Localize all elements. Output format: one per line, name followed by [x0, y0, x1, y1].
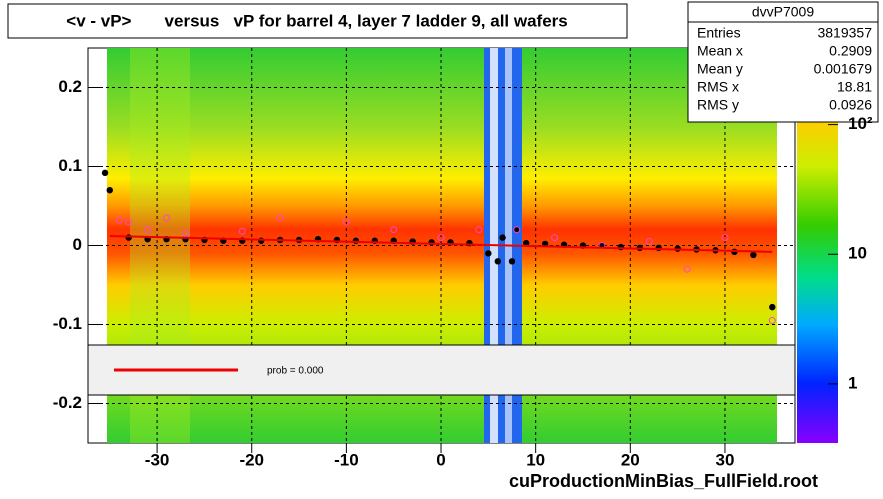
profile-point — [125, 234, 132, 241]
z-tick-label: 10 — [848, 244, 867, 263]
z-tick-label: 1 — [848, 373, 857, 392]
profile-point — [258, 237, 265, 244]
profile-point — [106, 187, 113, 194]
x-tick-label: 10 — [526, 450, 545, 469]
stat-name: Entries — [697, 25, 741, 41]
stat-value: 0.001679 — [814, 61, 873, 77]
profile-point — [508, 258, 516, 265]
stats-title: dvvP7009 — [752, 4, 814, 20]
mean-point — [238, 227, 246, 235]
mean-point — [163, 214, 171, 222]
chart-title: <v - vP> versus vP for barrel 4, layer 7… — [66, 11, 567, 30]
mean-point — [342, 218, 350, 226]
legend-label: prob = 0.000 — [267, 366, 324, 377]
profile-point — [523, 239, 530, 247]
stat-name: Mean x — [697, 43, 743, 59]
x-tick-label: -30 — [145, 450, 170, 469]
profile-point — [769, 303, 776, 311]
profile-point — [485, 250, 492, 257]
y-tick-label: 0 — [73, 235, 82, 254]
stat-value: 0.0926 — [829, 97, 872, 113]
stat-name: RMS y — [697, 97, 739, 113]
stat-value: 0.2909 — [829, 43, 872, 59]
profile-point — [494, 258, 502, 265]
mean-point — [513, 226, 521, 234]
profile-point — [750, 251, 757, 259]
z-tick-label: 10² — [848, 114, 873, 133]
y-tick-label: -0.2 — [53, 393, 82, 412]
x-tick-label: -20 — [239, 450, 264, 469]
x-tick-label: 20 — [621, 450, 640, 469]
mean-point — [683, 265, 691, 273]
y-tick-label: -0.1 — [53, 314, 82, 333]
title-box — [7, 3, 628, 39]
mean-point — [768, 317, 776, 325]
mean-point — [645, 238, 653, 246]
mean-point — [475, 226, 483, 234]
stat-name: Mean y — [697, 61, 743, 77]
mean-point — [721, 234, 729, 242]
stat-name: RMS x — [697, 79, 739, 95]
stat-value: 3819357 — [817, 25, 872, 41]
mean-point — [551, 234, 559, 242]
y-tick-label: 0.1 — [58, 156, 82, 175]
x-tick-label: 0 — [436, 450, 445, 469]
footer: cuProductionMinBias_FullField.root — [509, 471, 818, 491]
stat-value: 18.81 — [837, 79, 872, 95]
profile-point — [101, 169, 109, 177]
mean-point — [115, 216, 123, 224]
mean-point — [437, 234, 445, 242]
x-tick-label: 30 — [716, 450, 735, 469]
stats: Entries 3819357 Mean x 0.2909 Mean y 0.001679… — [697, 25, 872, 113]
mean-point — [144, 226, 152, 234]
fit-line — [109, 235, 773, 253]
mean-point — [125, 218, 133, 226]
mean-point — [390, 226, 398, 234]
x-tick-label: -10 — [334, 450, 359, 469]
mean-point — [181, 230, 189, 238]
profile-point — [513, 226, 520, 233]
profile-point — [352, 237, 360, 244]
y-tick-label: 0.2 — [58, 77, 82, 96]
profile-point — [499, 234, 506, 241]
marks — [101, 169, 776, 325]
mean-point — [276, 214, 284, 222]
profile-point — [617, 243, 625, 251]
